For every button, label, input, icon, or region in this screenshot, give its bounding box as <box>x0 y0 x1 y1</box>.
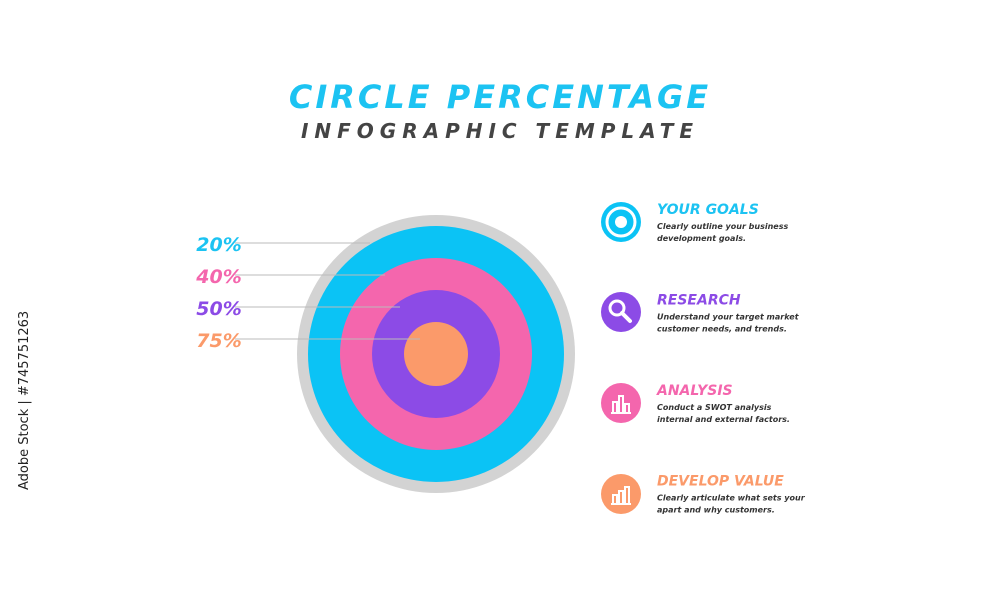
item-description: apart and why customers. <box>657 506 775 515</box>
icon-magnifier <box>608 299 626 317</box>
item-description: internal and external factors. <box>657 415 790 424</box>
rings <box>297 215 575 493</box>
ring-orange <box>404 322 468 386</box>
percentage-label: 40% <box>195 266 241 288</box>
icon-bars <box>611 486 631 505</box>
item-description: Understand your target market <box>657 313 800 322</box>
icon-goals-ring <box>605 206 637 238</box>
percentage-label: 50% <box>196 298 241 320</box>
icon-analysis <box>601 383 641 423</box>
leader-lines <box>235 242 420 340</box>
item-title: RESEARCH <box>657 293 741 309</box>
icon-magnifier-handle <box>620 311 632 323</box>
item-title: ANALYSIS <box>656 383 733 399</box>
icon-value <box>601 474 641 514</box>
subtitle: INFOGRAPHIC TEMPLATE <box>301 119 699 143</box>
item-description: Conduct a SWOT analysis <box>657 403 772 412</box>
icons <box>601 202 641 514</box>
icon-goals-dot <box>615 216 627 228</box>
item-description: customer needs, and trends. <box>657 325 787 334</box>
items: YOUR GOALS Clearly outline your business d… <box>656 202 806 515</box>
percentage-labels: 20% 40% 50% 75% <box>195 234 241 352</box>
item-description: Clearly articulate what sets your <box>657 494 806 503</box>
item-description: development goals. <box>657 234 746 243</box>
title: CIRCLE PERCENTAGE <box>289 78 711 116</box>
item-description: Clearly outline your business <box>657 222 788 231</box>
item-title: YOUR GOALS <box>657 202 759 218</box>
watermark: Adobe Stock | #745751263 <box>17 311 32 490</box>
percentage-label: 75% <box>196 330 241 352</box>
percentage-label: 20% <box>196 234 241 256</box>
item-title: DEVELOP VALUE <box>657 474 784 490</box>
icon-bars <box>611 395 631 414</box>
